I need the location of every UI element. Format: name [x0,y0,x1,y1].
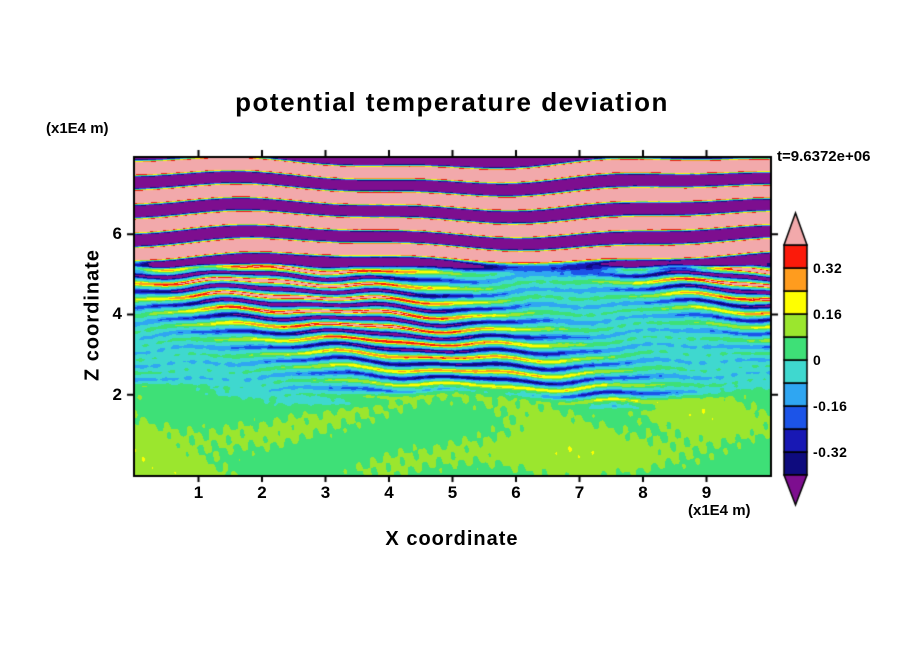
colorbar-tick-label: 0.32 [813,260,843,276]
x-tick-label: 6 [511,483,521,502]
x-tick-label: 3 [320,483,331,502]
x-tick-label: 7 [574,483,585,502]
z-tick-label: 6 [112,224,122,244]
x-axis-title: X coordinate [385,528,519,550]
x-tick-label: 8 [638,483,648,502]
colorbar-tick-label: -0.16 [813,398,848,414]
colorbar-tick-label: -0.32 [813,444,848,460]
x-tick-label: 2 [257,483,267,502]
x-tick-label: 5 [447,483,458,502]
x-tick-label: 9 [701,483,712,502]
x-tick-label: 4 [384,483,394,502]
chart-title: potential temperature deviation [235,87,669,117]
colorbar-tick-label: 0 [813,352,822,368]
z-tick-label: 4 [112,304,122,324]
x-tick-label: 1 [193,483,204,502]
time-stamp-label: t=9.6372e+06 [777,148,871,165]
colorbar-tick-label: 0.16 [813,306,843,322]
z-tick-label: 2 [112,384,122,404]
z-axis-unit-label: (x1E4 m) [46,120,109,137]
x-axis-unit-label: (x1E4 m) [688,502,751,519]
